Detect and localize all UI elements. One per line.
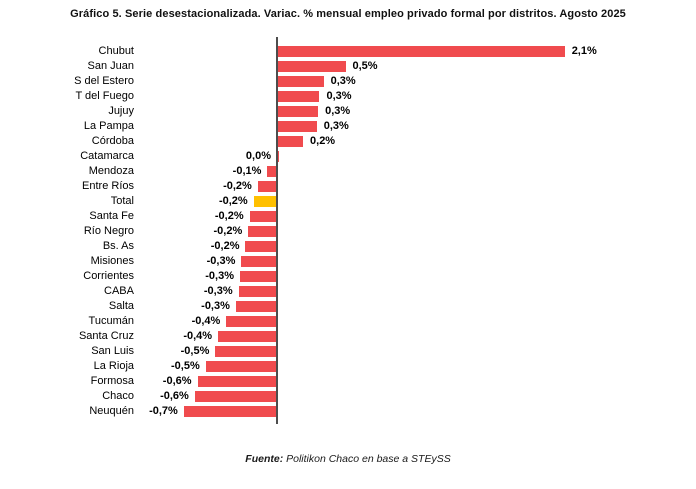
bar — [248, 225, 277, 238]
bar — [235, 300, 277, 313]
source-note: Fuente: Politikon Chaco en base a STEySS — [0, 453, 696, 465]
value-label: -0,2% — [214, 210, 244, 222]
value-label: -0,1% — [232, 165, 262, 177]
category-label: Salta — [108, 300, 134, 312]
value-label: -0,2% — [218, 195, 248, 207]
value-label: -0,2% — [223, 180, 252, 192]
value-label: -0,3% — [206, 255, 236, 267]
value-label: 0,2% — [310, 135, 336, 147]
category-label: Total — [110, 195, 134, 207]
bar-highlight — [253, 195, 277, 208]
category-label: Tucumán — [88, 315, 134, 327]
bar — [194, 390, 277, 403]
bar — [215, 345, 277, 358]
value-label: 2,1% — [571, 45, 597, 57]
value-label: 0,0% — [245, 150, 271, 162]
value-label: -0,5% — [171, 360, 200, 372]
category-label: Chaco — [102, 390, 134, 402]
category-label: Córdoba — [91, 135, 134, 147]
chart-title: Gráfico 5. Serie desestacionalizada. Var… — [70, 8, 626, 20]
bar — [267, 165, 277, 178]
value-label: -0,6% — [162, 375, 192, 387]
category-label: Mendoza — [88, 165, 134, 177]
category-label: CABA — [104, 285, 134, 297]
bar — [277, 135, 304, 148]
category-label: Bs. As — [102, 240, 134, 252]
value-label: -0,3% — [201, 300, 230, 312]
category-label: Catamarca — [80, 150, 134, 162]
value-label: -0,3% — [205, 270, 235, 282]
bar — [245, 240, 277, 253]
category-label: Misiones — [90, 255, 134, 267]
value-label: 0,3% — [323, 120, 349, 132]
category-label: Santa Fe — [89, 210, 134, 222]
category-label: Entre Ríos — [82, 180, 134, 192]
category-label: Jujuy — [108, 105, 134, 117]
value-label: -0,3% — [203, 285, 233, 297]
value-label: 0,3% — [326, 90, 352, 102]
bar — [277, 120, 317, 133]
category-label: San Luis — [91, 345, 134, 357]
bar — [205, 360, 277, 373]
bar — [197, 375, 277, 388]
category-label: Formosa — [90, 375, 134, 387]
category-label: Río Negro — [83, 225, 134, 237]
bar — [240, 270, 277, 283]
zero-axis-line — [276, 37, 278, 424]
bar — [277, 75, 324, 88]
bar — [257, 180, 277, 193]
bar — [183, 405, 277, 418]
bar — [218, 330, 277, 343]
value-label: -0,7% — [149, 405, 178, 417]
category-label: Chubut — [98, 45, 134, 57]
category-label: Corrientes — [83, 270, 134, 282]
bar — [241, 255, 277, 268]
source-text: Politikon Chaco en base a STEySS — [283, 453, 451, 465]
source-label: Fuente: — [245, 453, 284, 465]
category-label: La Rioja — [93, 360, 134, 372]
value-label: -0,4% — [191, 315, 221, 327]
value-label: -0,2% — [213, 225, 243, 237]
category-label: San Juan — [87, 60, 134, 72]
value-label: -0,4% — [183, 330, 213, 342]
value-label: 0,3% — [325, 105, 351, 117]
category-label: Neuquén — [89, 405, 134, 417]
bar — [277, 90, 320, 103]
bar — [277, 105, 319, 118]
value-label: -0,2% — [210, 240, 240, 252]
category-label: La Pampa — [83, 120, 134, 132]
bar — [226, 315, 277, 328]
value-label: 0,3% — [330, 75, 356, 87]
category-label: Santa Cruz — [78, 330, 134, 342]
category-label: T del Fuego — [75, 90, 134, 102]
value-label: 0,5% — [352, 60, 378, 72]
bar — [277, 45, 565, 58]
bar — [238, 285, 277, 298]
value-label: -0,5% — [180, 345, 210, 357]
bar — [277, 60, 346, 73]
category-label: S del Estero — [74, 75, 134, 87]
bar — [249, 210, 277, 223]
value-label: -0,6% — [160, 390, 189, 402]
